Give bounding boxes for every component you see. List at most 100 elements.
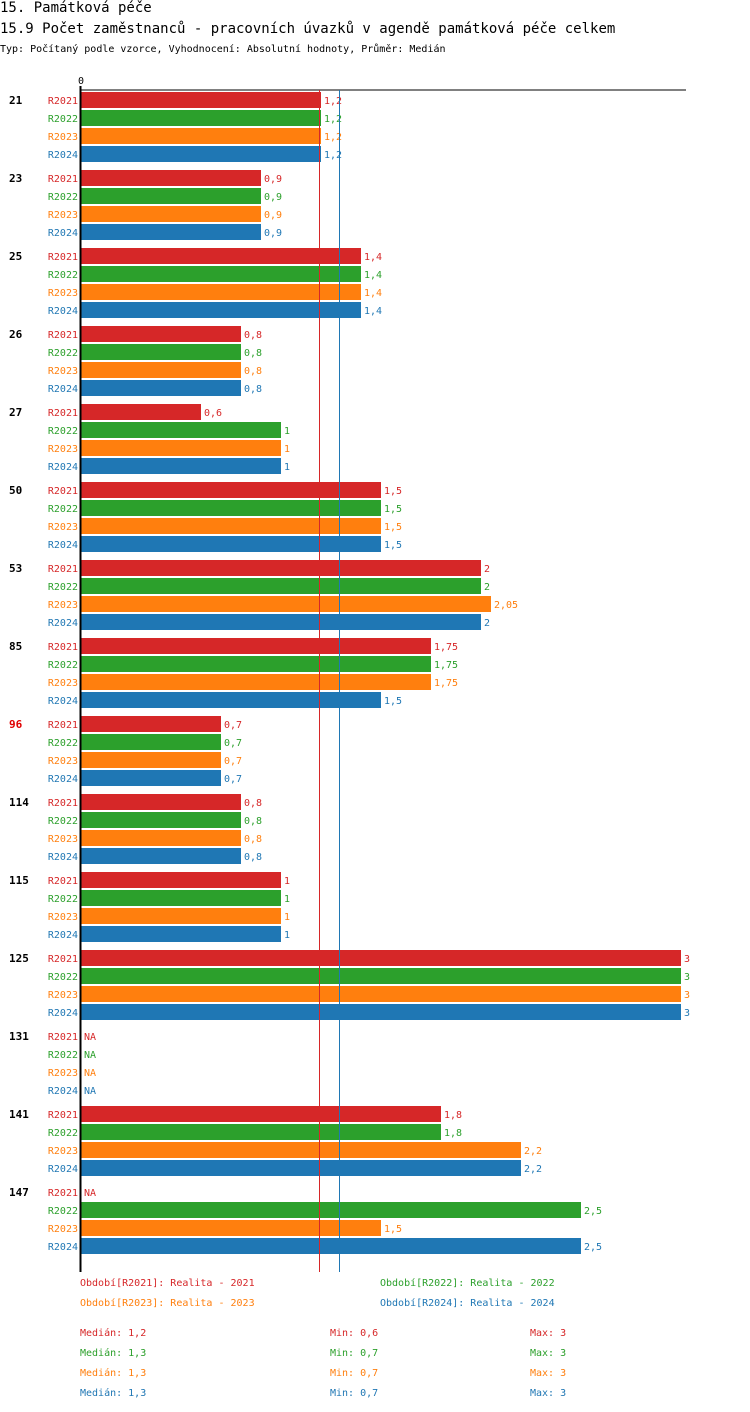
data-label: 2,5	[584, 1242, 602, 1253]
series-row-label: R2021	[48, 876, 78, 887]
series-row-label: R2023	[48, 600, 78, 611]
stat-median: Medián: 1,3	[80, 1388, 147, 1399]
legend-item: Období[R2022]: Realita - 2022	[380, 1278, 555, 1289]
bar	[81, 440, 281, 456]
data-label: 0,9	[264, 192, 282, 203]
data-label: 2,2	[524, 1164, 542, 1175]
data-label: 3	[684, 972, 690, 983]
data-label: 0,7	[224, 756, 242, 767]
bar	[81, 578, 481, 594]
data-label: 0,9	[264, 228, 282, 239]
category-label: 131	[9, 1030, 29, 1043]
data-label: 1	[284, 894, 290, 905]
stat-median: Medián: 1,3	[80, 1368, 147, 1379]
bar	[81, 950, 681, 966]
stat-median: Medián: 1,2	[80, 1328, 147, 1339]
bar	[81, 596, 491, 612]
bar	[81, 500, 381, 516]
stat-min: Min: 0,7	[330, 1388, 379, 1399]
na-label: NA	[84, 1032, 96, 1043]
series-row-label: R2021	[48, 330, 78, 341]
legend-item: Období[R2021]: Realita - 2021	[80, 1278, 255, 1289]
bar	[81, 1160, 521, 1176]
category-label: 96	[9, 718, 23, 731]
data-label: 0,7	[224, 720, 242, 731]
stat-median: Medián: 1,3	[80, 1348, 147, 1359]
series-row-label: R2021	[48, 1110, 78, 1121]
category-label: 50	[9, 484, 22, 497]
series-row-label: R2024	[48, 696, 78, 707]
bar	[81, 986, 681, 1002]
data-label: 1,2	[324, 132, 342, 143]
series-row-label: R2024	[48, 462, 78, 473]
series-row-label: R2022	[48, 504, 78, 515]
bar	[81, 266, 361, 282]
category-label: 125	[9, 952, 29, 965]
stat-min: Min: 0,7	[330, 1348, 379, 1359]
bar	[81, 692, 381, 708]
series-row-label: R2024	[48, 228, 78, 239]
data-label: 1,8	[444, 1110, 462, 1121]
data-label: 1	[284, 876, 290, 887]
bar	[81, 284, 361, 300]
series-row-label: R2023	[48, 1224, 78, 1235]
data-label: 1,5	[384, 486, 402, 497]
bar	[81, 614, 481, 630]
series-row-label: R2024	[48, 150, 78, 161]
bar	[81, 92, 321, 108]
na-label: NA	[84, 1086, 96, 1097]
bar	[81, 1238, 581, 1254]
series-row-label: R2021	[48, 564, 78, 575]
series-row-label: R2021	[48, 96, 78, 107]
series-row-label: R2021	[48, 798, 78, 809]
series-row-label: R2024	[48, 852, 78, 863]
series-row-label: R2023	[48, 366, 78, 377]
series-row-label: R2023	[48, 210, 78, 221]
data-label: 1,5	[384, 696, 402, 707]
bar	[81, 908, 281, 924]
data-label: 1,5	[384, 540, 402, 551]
bar	[81, 326, 241, 342]
data-label: 1,75	[434, 660, 458, 671]
bar	[81, 302, 361, 318]
data-label: 0,8	[244, 384, 262, 395]
bar	[81, 248, 361, 264]
series-row-label: R2023	[48, 444, 78, 455]
stat-min: Min: 0,7	[330, 1368, 379, 1379]
series-row-label: R2024	[48, 774, 78, 785]
data-label: 2,2	[524, 1146, 542, 1157]
category-label: 26	[9, 328, 23, 341]
series-row-label: R2024	[48, 1008, 78, 1019]
bar	[81, 518, 381, 534]
data-label: 0,8	[244, 798, 262, 809]
series-row-label: R2022	[48, 192, 78, 203]
stat-max: Max: 3	[530, 1368, 567, 1379]
series-row-label: R2023	[48, 990, 78, 1001]
data-label: 3	[684, 990, 690, 1001]
data-label: 0,8	[244, 366, 262, 377]
data-label: 1,4	[364, 288, 382, 299]
data-label: 0,9	[264, 174, 282, 185]
data-label: 1,4	[364, 252, 382, 263]
series-row-label: R2024	[48, 1242, 78, 1253]
series-row-label: R2023	[48, 1146, 78, 1157]
bar	[81, 674, 431, 690]
series-row-label: R2023	[48, 678, 78, 689]
series-row-label: R2021	[48, 252, 78, 263]
series-row-label: R2024	[48, 930, 78, 941]
category-label: 25	[9, 250, 22, 263]
data-label: 1,4	[364, 270, 382, 281]
series-row-label: R2023	[48, 132, 78, 143]
data-label: 0,7	[224, 738, 242, 749]
bar	[81, 404, 201, 420]
series-row-label: R2023	[48, 834, 78, 845]
series-row-label: R2022	[48, 426, 78, 437]
data-label: 1,2	[324, 150, 342, 161]
bar	[81, 170, 261, 186]
bar	[81, 146, 321, 162]
series-row-label: R2023	[48, 756, 78, 767]
bar	[81, 1202, 581, 1218]
series-row-label: R2023	[48, 912, 78, 923]
data-label: 0,7	[224, 774, 242, 785]
bar	[81, 968, 681, 984]
